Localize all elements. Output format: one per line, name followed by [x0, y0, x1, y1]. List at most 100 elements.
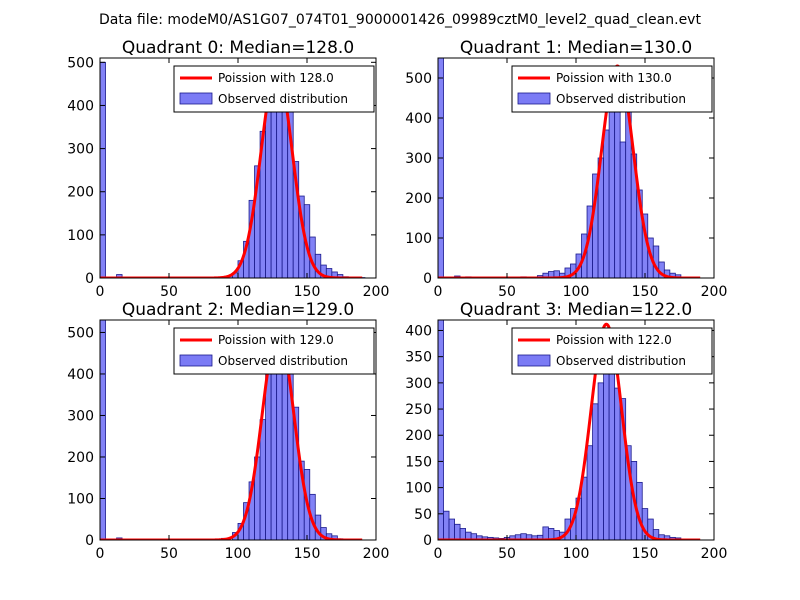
y-tick-label: 400	[67, 98, 94, 114]
legend-hist-label: Observed distribution	[218, 92, 348, 106]
y-tick-label: 500	[67, 55, 94, 71]
y-tick-label: 300	[405, 376, 432, 392]
histogram-bar	[608, 93, 616, 278]
y-tick-label: 200	[67, 185, 94, 201]
x-tick-label: 150	[632, 546, 659, 562]
x-tick-label: 100	[563, 546, 590, 562]
x-tick-label: 150	[632, 284, 659, 300]
subplot-title: Quadrant 2: Median=129.0	[122, 300, 354, 320]
legend: Poission with 130.0 Observed distribution	[511, 65, 713, 113]
y-tick-label: 100	[405, 481, 432, 497]
histogram-bar	[259, 419, 266, 540]
legend-hist-swatch	[179, 354, 213, 367]
x-tick-label: 150	[294, 546, 321, 562]
legend-fit-label: Poission with 122.0	[556, 333, 672, 347]
legend-hist-label: Observed distribution	[556, 354, 686, 368]
y-tick-label: 0	[85, 533, 94, 549]
y-tick-label: 150	[405, 454, 432, 470]
poisson-fit-line	[100, 328, 364, 540]
histogram-bar	[100, 61, 106, 278]
legend-fit-label: Poission with 129.0	[218, 333, 334, 347]
histogram-bar	[265, 96, 272, 278]
legend-hist-label: Observed distribution	[218, 354, 348, 368]
y-tick-label: 400	[405, 111, 432, 127]
x-tick-label: 0	[96, 546, 105, 562]
histogram-bar	[614, 387, 621, 540]
y-tick-label: 0	[423, 271, 432, 287]
histogram-bar	[281, 361, 289, 540]
histogram-bar	[265, 373, 272, 540]
x-tick-label: 50	[498, 284, 516, 300]
y-tick-label: 350	[405, 350, 432, 366]
y-tick-label: 250	[405, 402, 432, 418]
y-tick-label: 200	[405, 428, 432, 444]
x-tick-label: 200	[363, 546, 390, 562]
y-tick-label: 500	[67, 325, 94, 341]
x-tick-label: 200	[363, 284, 390, 300]
legend-hist-swatch	[517, 354, 551, 367]
histogram-bar	[592, 403, 599, 540]
x-tick-label: 0	[434, 284, 443, 300]
legend: Poission with 122.0 Observed distribution	[511, 327, 713, 375]
poisson-fit-line	[100, 68, 364, 278]
histogram-bar	[438, 320, 444, 540]
y-tick-label: 0	[85, 271, 94, 287]
y-tick-label: 500	[405, 71, 432, 87]
histogram-bar	[443, 510, 450, 540]
y-tick-label: 400	[67, 367, 94, 383]
plot-content	[438, 58, 702, 278]
x-tick-label: 50	[160, 284, 178, 300]
x-tick-label: 50	[160, 546, 178, 562]
histogram-bar	[438, 58, 444, 278]
x-tick-label: 150	[294, 284, 321, 300]
subplot-quadrant-0: 0 50 100 150 200 0 100 200 300 400 500 Quadrant 0: …	[67, 38, 389, 300]
y-tick-label: 0	[423, 533, 432, 549]
poisson-fit-line	[438, 64, 702, 278]
subplot-title: Quadrant 3: Median=122.0	[460, 300, 692, 320]
x-tick-label: 200	[701, 546, 728, 562]
x-tick-label: 100	[225, 284, 252, 300]
y-tick-label: 50	[414, 507, 432, 523]
histogram-bar	[603, 351, 610, 540]
legend-hist-swatch	[179, 92, 213, 105]
y-tick-label: 300	[67, 142, 94, 158]
y-tick-label: 100	[405, 231, 432, 247]
histogram-bar	[586, 445, 593, 540]
histogram-bar	[100, 320, 106, 540]
histogram-bar	[281, 100, 289, 278]
x-tick-label: 100	[563, 284, 590, 300]
histogram-bar	[619, 141, 627, 278]
subplot-title: Quadrant 0: Median=128.0	[122, 38, 354, 58]
legend-fit-label: Poission with 128.0	[218, 71, 334, 85]
plot-content	[100, 320, 364, 540]
histogram-bar	[597, 382, 605, 540]
histogram-bar	[448, 518, 455, 540]
histogram-bar	[454, 523, 461, 540]
histogram-bar	[603, 129, 610, 278]
y-tick-label: 100	[67, 491, 94, 507]
x-tick-label: 100	[225, 546, 252, 562]
x-tick-label: 0	[434, 546, 443, 562]
y-tick-label: 300	[405, 151, 432, 167]
subplot-quadrant-1: 0 50 100 150 200 0 100 200 300 400 500 Quadrant 1: …	[405, 38, 727, 300]
x-tick-label: 0	[96, 284, 105, 300]
y-tick-label: 400	[405, 323, 432, 339]
legend: Poission with 129.0 Observed distribution	[173, 327, 375, 375]
figure-suptitle: Data file: modeM0/AS1G07_074T01_90000014…	[99, 12, 701, 28]
y-tick-label: 200	[405, 191, 432, 207]
y-tick-label: 100	[67, 228, 94, 244]
poisson-fit-line	[438, 322, 702, 540]
x-tick-label: 200	[701, 284, 728, 300]
legend-fit-label: Poission with 130.0	[556, 71, 672, 85]
y-tick-label: 300	[67, 408, 94, 424]
subplot-quadrant-2: 0 50 100 150 200 0 100 200 300 400 500 Quadrant 2: …	[67, 300, 389, 562]
histogram-bar	[459, 528, 466, 540]
legend-hist-swatch	[517, 92, 551, 105]
histogram-bar	[542, 526, 549, 540]
legend: Poission with 128.0 Observed distribution	[173, 65, 375, 113]
y-tick-label: 200	[67, 450, 94, 466]
subplot-quadrant-3: 0 50 100 150 200 0 50 100 150 200 250 300 350 400 Quad…	[405, 300, 727, 562]
x-tick-label: 50	[498, 546, 516, 562]
